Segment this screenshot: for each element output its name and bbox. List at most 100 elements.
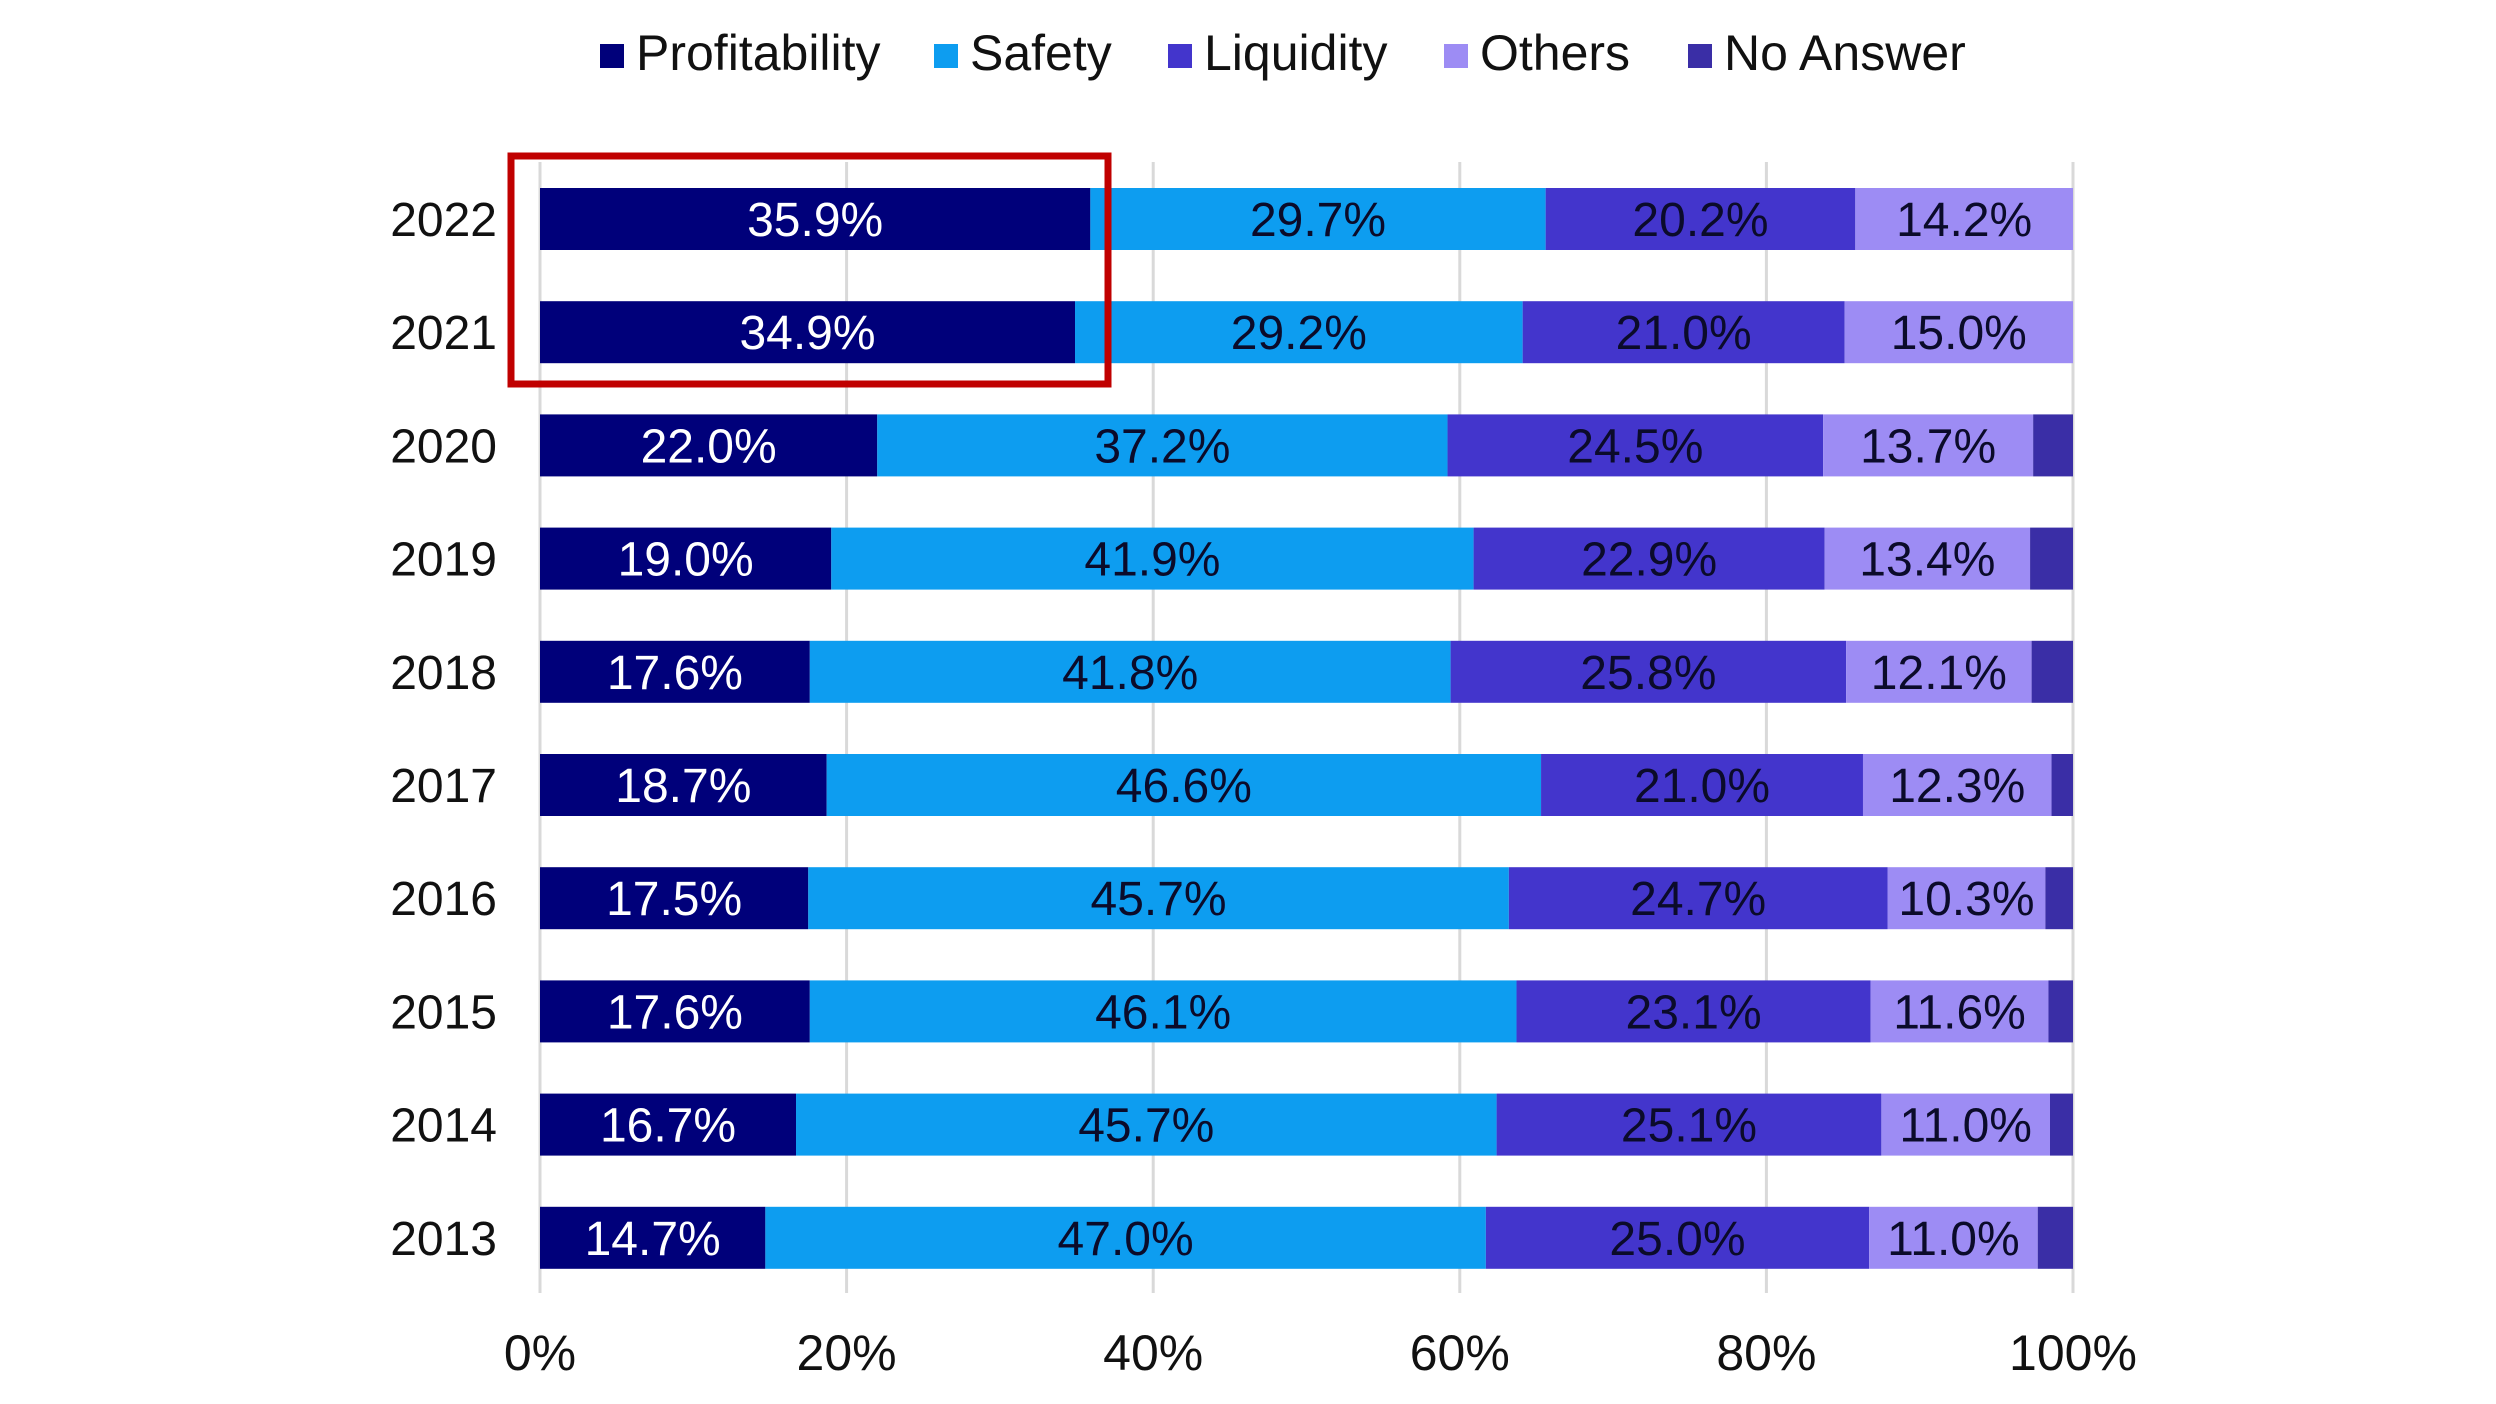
x-tick-label: 20% xyxy=(797,1325,897,1381)
legend-swatch xyxy=(600,44,624,68)
data-label: 45.7% xyxy=(1078,1100,1214,1153)
data-label: 11.0% xyxy=(1887,1213,2020,1266)
category-label: 2022 xyxy=(390,194,497,247)
data-label: 35.9% xyxy=(747,194,883,247)
category-label: 2021 xyxy=(390,307,497,360)
bar-segment xyxy=(1473,527,1825,590)
bar-segment xyxy=(2037,1206,2073,1269)
bar-segment xyxy=(1870,980,2049,1043)
legend-item: Liquidity xyxy=(1168,25,1387,81)
data-label: 21.0% xyxy=(1634,760,1770,813)
legend-item: Profitability xyxy=(600,25,881,81)
data-label: 12.3% xyxy=(1889,760,2025,813)
data-label: 17.5% xyxy=(606,873,742,926)
data-label: 46.1% xyxy=(1095,986,1231,1039)
bar-segment xyxy=(2030,527,2073,590)
bar-segment xyxy=(809,640,1451,703)
data-label: 25.1% xyxy=(1621,1100,1757,1153)
bar-segment xyxy=(808,867,1509,930)
bar-segment xyxy=(540,1206,766,1269)
category-label: 2016 xyxy=(390,873,497,926)
legend-swatch xyxy=(934,44,958,68)
data-label: 18.7% xyxy=(615,760,751,813)
bar-segment xyxy=(1869,1206,2038,1269)
bar-segment xyxy=(809,980,1517,1043)
bar-segment xyxy=(2045,867,2073,930)
bar-segment xyxy=(1075,301,1523,364)
data-label: 22.9% xyxy=(1581,534,1717,587)
bar-segment xyxy=(796,1093,1497,1156)
bar-segment xyxy=(1508,867,1888,930)
data-label: 15.0% xyxy=(1891,307,2027,360)
bar-segment xyxy=(765,1206,1486,1269)
data-label: 22.0% xyxy=(641,420,777,473)
data-label: 11.0% xyxy=(1899,1100,2032,1153)
bar-segment xyxy=(540,1093,797,1156)
bar-segment xyxy=(540,754,827,816)
data-label: 25.8% xyxy=(1580,647,1716,700)
data-label: 14.2% xyxy=(1896,194,2032,247)
bar-segment xyxy=(540,980,810,1043)
data-label: 17.6% xyxy=(607,647,743,700)
bar-segment xyxy=(1855,188,2073,250)
data-label: 41.9% xyxy=(1084,534,1220,587)
legend-item: Others xyxy=(1444,25,1630,81)
bar-segment xyxy=(1485,1206,1870,1269)
data-label: 21.0% xyxy=(1616,307,1752,360)
bar-segment xyxy=(1887,867,2046,930)
highlight-box xyxy=(507,152,1112,388)
bar-segment xyxy=(1447,414,1824,477)
x-tick-label: 0% xyxy=(504,1325,576,1381)
x-tick-label: 100% xyxy=(2009,1325,2137,1381)
bar-segment xyxy=(1881,1093,2051,1156)
category-label: 2017 xyxy=(390,760,497,813)
legend-label: Others xyxy=(1480,25,1630,81)
bar-segment xyxy=(1824,527,2031,590)
bar-segment xyxy=(1522,301,1845,364)
legend-item: No Answer xyxy=(1688,25,1966,81)
x-axis-ticks: 0% 20% 40% 60% 80% 100% xyxy=(504,1325,2137,1381)
data-label: 37.2% xyxy=(1094,420,1230,473)
legend-label: Profitability xyxy=(636,25,881,81)
data-label: 24.5% xyxy=(1567,420,1703,473)
bar-segment xyxy=(2033,414,2073,477)
x-tick-label: 40% xyxy=(1103,1325,1203,1381)
data-label: 13.4% xyxy=(1859,534,1995,587)
data-labels: 35.9% 29.7% 20.2% 14.2% 34.9% 29.2% 21.0% 15.0%… xyxy=(585,194,2035,1266)
data-label: 14.7% xyxy=(585,1213,721,1266)
bar-segment xyxy=(540,301,1076,364)
bar-segment xyxy=(826,754,1542,816)
bar-segment xyxy=(540,527,832,590)
data-label: 10.3% xyxy=(1898,873,2034,926)
x-tick-label: 60% xyxy=(1410,1325,1510,1381)
bar-segment xyxy=(2048,980,2073,1043)
bar-segment xyxy=(1844,301,2073,364)
data-label: 29.7% xyxy=(1250,194,1386,247)
data-label: 11.6% xyxy=(1893,986,2026,1039)
bar-segment xyxy=(1862,754,2052,816)
data-label: 24.7% xyxy=(1630,873,1766,926)
bar-segment xyxy=(2031,640,2073,703)
data-label: 12.1% xyxy=(1871,647,2007,700)
data-label: 47.0% xyxy=(1058,1213,1194,1266)
bar-segment xyxy=(1846,640,2032,703)
category-label: 2014 xyxy=(390,1100,497,1153)
data-label: 29.2% xyxy=(1231,307,1367,360)
bar-segment xyxy=(1450,640,1847,703)
bar-segment xyxy=(1823,414,2034,477)
bar-segment xyxy=(877,414,1448,477)
bar-segment xyxy=(1545,188,1856,250)
legend-swatch xyxy=(1688,44,1712,68)
data-label: 23.1% xyxy=(1626,986,1762,1039)
data-label: 45.7% xyxy=(1091,873,1227,926)
bar-segment xyxy=(540,414,878,477)
bar-segment xyxy=(540,640,810,703)
legend-item: Safety xyxy=(934,25,1112,81)
bar-segment xyxy=(1541,754,1863,816)
category-labels: 2022 2021 2020 2019 2018 2017 2016 2015 2014 2013 xyxy=(390,194,497,1266)
data-label: 13.7% xyxy=(1860,420,1996,473)
category-label: 2020 xyxy=(390,420,497,473)
data-label: 17.6% xyxy=(607,986,743,1039)
bars xyxy=(540,188,2073,1269)
